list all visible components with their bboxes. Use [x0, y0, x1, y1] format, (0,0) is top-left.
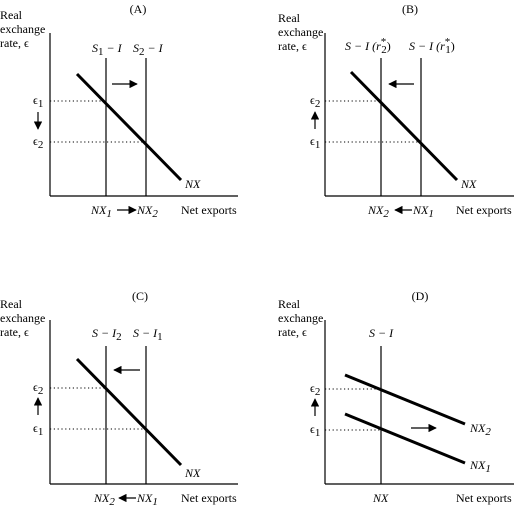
y-axis-label-line-2: exchange: [278, 25, 323, 39]
exchange-rate-level-1: ϵ2: [33, 380, 43, 397]
y-axis-label-line-2: exchange: [0, 311, 45, 325]
net-exports-tick: NX: [372, 491, 389, 505]
net-exports-curve-label: NX: [184, 177, 201, 191]
y-axis-label-line-1: Real: [0, 297, 23, 311]
y-axis-label-line-1: Real: [278, 297, 301, 311]
panel-title: (C): [132, 289, 148, 303]
y-axis-label-line-3: rate, ϵ: [278, 39, 307, 53]
net-exports-curve: [349, 70, 459, 182]
panel-d: (D) Real exchange rate, ϵ Net exports S …: [278, 289, 514, 505]
exchange-rate-level-1: ϵ2: [310, 93, 320, 110]
y-axis-label-line-3: rate, ϵ: [278, 325, 307, 339]
saving-investment-label-2: S − I (r* 2): [345, 36, 391, 56]
net-exports-tick-1: NX1: [136, 491, 158, 506]
panel-title: (A): [130, 2, 147, 16]
net-exports-curve-1: [344, 412, 466, 465]
saving-investment-label-2: S2 − I: [133, 41, 164, 58]
y-axis-label-line-1: Real: [278, 11, 301, 25]
saving-investment-label-1: S − I1: [133, 326, 163, 343]
saving-investment-label: S − I: [369, 326, 394, 340]
saving-investment-label-1: S − I (r* 1): [409, 36, 455, 56]
exchange-rate-level-2: ϵ2: [33, 134, 43, 151]
exchange-rate-level-1: ϵ1: [33, 93, 43, 110]
exchange-rate-level-2: ϵ1: [310, 422, 320, 439]
y-axis-label-line-1: Real: [0, 8, 23, 22]
x-axis-label: Net exports: [181, 491, 237, 505]
net-exports-curve: [75, 72, 183, 182]
net-exports-curve-1-label: NX1: [469, 458, 491, 475]
x-axis-label: Net exports: [181, 203, 237, 217]
net-exports-tick-1: NX1: [412, 203, 434, 220]
panel-c: (C) Real exchange rate, ϵ Net exports S …: [0, 289, 238, 506]
saving-investment-label-2: S − I2: [92, 326, 122, 343]
net-exports-tick-1: NX1: [90, 203, 112, 220]
panel-title: (D): [412, 289, 429, 303]
saving-investment-label-1: S1 − I: [92, 41, 123, 58]
exchange-rate-level-2: ϵ1: [310, 134, 320, 151]
net-exports-tick-2: NX2: [367, 203, 389, 220]
panel-b: (B) Real exchange rate, ϵ Net exports S …: [278, 2, 514, 220]
y-axis-label-line-3: rate, ϵ: [0, 325, 29, 339]
net-exports-tick-2: NX2: [136, 203, 158, 220]
panel-a: (A) Real exchange rate, ϵ Net exports S1…: [0, 2, 238, 220]
net-exports-curve-2: [344, 373, 466, 426]
x-axis-label: Net exports: [456, 491, 512, 505]
net-exports-curve: [75, 357, 183, 467]
net-exports-curve-2-label: NX2: [469, 421, 491, 438]
y-axis-label-line-2: exchange: [0, 22, 45, 36]
exchange-rate-level-2: ϵ1: [33, 421, 43, 438]
panel-title: (B): [402, 2, 418, 16]
exchange-rate-level-1: ϵ2: [310, 381, 320, 398]
net-exports-curve-label: NX: [184, 466, 201, 480]
y-axis-label-line-2: exchange: [278, 311, 323, 325]
net-exports-tick-2: NX2: [93, 491, 115, 506]
y-axis-label-line-3: rate, ϵ: [0, 36, 29, 50]
net-exports-curve-label: NX: [460, 177, 477, 191]
x-axis-label: Net exports: [456, 203, 512, 217]
